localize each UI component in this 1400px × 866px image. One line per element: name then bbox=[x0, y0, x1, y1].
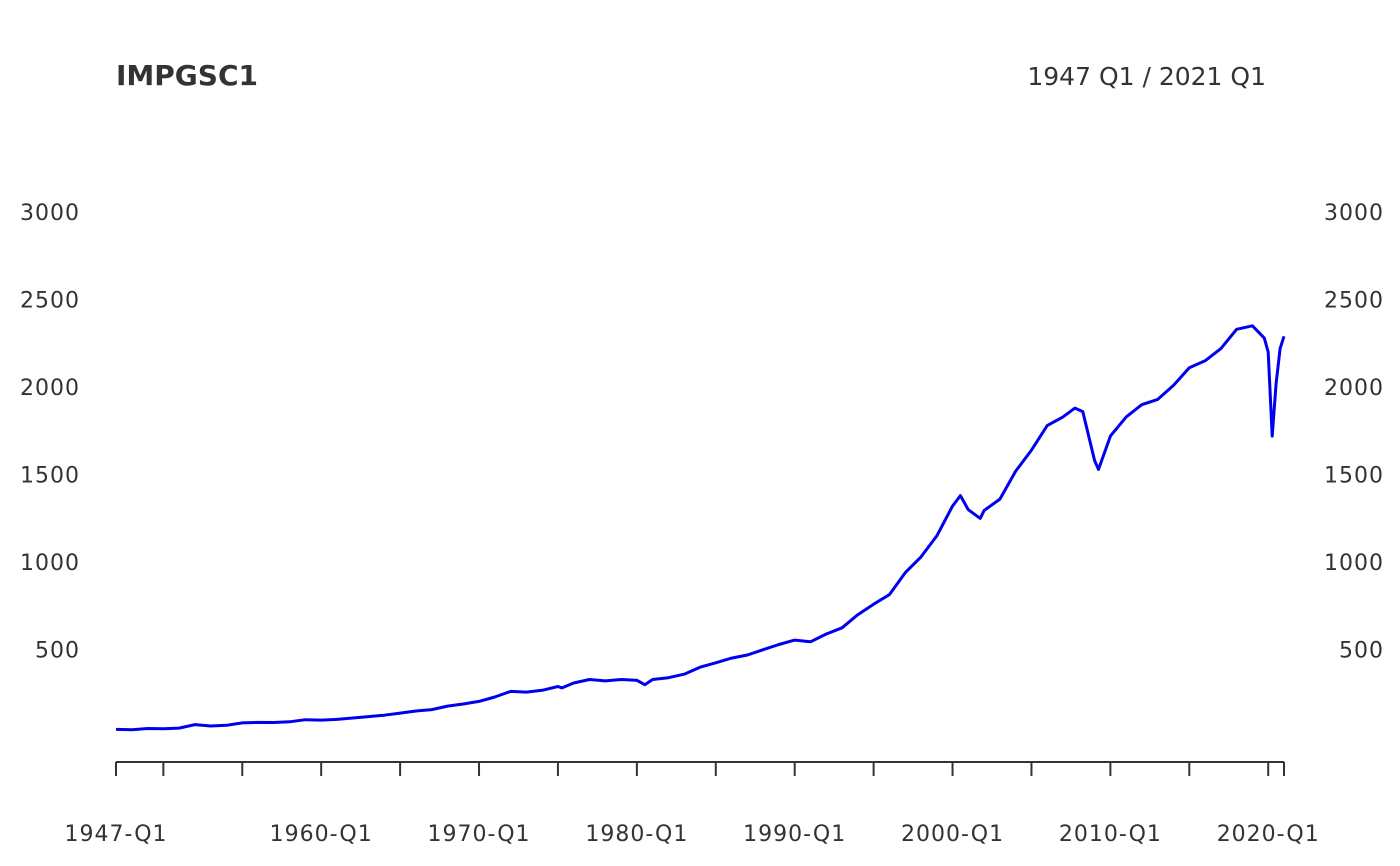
y-tick-label-left: 2000 bbox=[20, 376, 80, 401]
chart-title: IMPGSC1 bbox=[116, 59, 258, 92]
x-tick-label: 1990-Q1 bbox=[743, 822, 846, 847]
series-layer bbox=[115, 324, 1286, 732]
series-line bbox=[115, 324, 1286, 732]
x-tick-label: 1980-Q1 bbox=[585, 822, 688, 847]
y-tick-label-left: 2500 bbox=[20, 289, 80, 314]
date-range-label: 1947 Q1 / 2021 Q1 bbox=[1027, 62, 1266, 91]
y-tick-label-right: 2500 bbox=[1324, 289, 1384, 314]
x-tick-label: 2020-Q1 bbox=[1217, 822, 1320, 847]
y-tick-label-right: 1000 bbox=[1324, 551, 1384, 576]
y-tick-label-right: 3000 bbox=[1324, 201, 1384, 226]
y-axis-left: 500 1000 1500 2000 2500 3000 bbox=[20, 201, 80, 664]
y-tick-label-right: 2000 bbox=[1324, 376, 1384, 401]
y-axis-right: 500 1000 1500 2000 2500 3000 bbox=[1324, 201, 1384, 664]
y-tick-label-right: 500 bbox=[1339, 639, 1384, 664]
x-axis: 1947-Q1 1960-Q1 1970-Q1 1980-Q1 1990-Q1 2000-… bbox=[64, 761, 1320, 847]
y-tick-label-left: 500 bbox=[35, 639, 80, 664]
x-tick-label: 1947-Q1 bbox=[64, 822, 167, 847]
y-tick-label-right: 1500 bbox=[1324, 464, 1384, 489]
x-tick-label: 2010-Q1 bbox=[1059, 822, 1162, 847]
x-tick-label: 1970-Q1 bbox=[428, 822, 531, 847]
y-tick-label-left: 1500 bbox=[20, 464, 80, 489]
y-tick-label-left: 1000 bbox=[20, 551, 80, 576]
x-tick-label: 2000-Q1 bbox=[901, 822, 1004, 847]
x-tick-label: 1960-Q1 bbox=[270, 822, 373, 847]
y-tick-label-left: 3000 bbox=[20, 201, 80, 226]
